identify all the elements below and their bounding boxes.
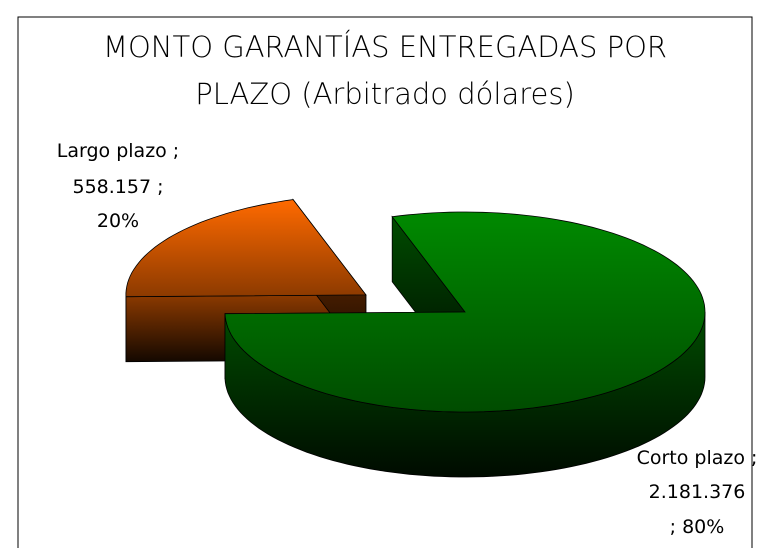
data-label-part: ; xyxy=(157,176,163,198)
data-label-part: Corto plazo xyxy=(637,447,745,469)
slice-top xyxy=(224,211,706,413)
data-label: 558.157; xyxy=(73,176,164,198)
data-label-part: 2.181.376 xyxy=(649,481,746,503)
data-label: Corto plazo; xyxy=(637,447,758,469)
slice-top xyxy=(125,199,367,298)
slice xyxy=(224,211,706,478)
data-label-part: 80% xyxy=(682,516,724,538)
data-label-part: ; xyxy=(173,140,179,162)
data-label-part: 558.157 xyxy=(73,176,152,198)
data-label: Largo plazo; xyxy=(57,140,179,162)
pie xyxy=(125,198,706,478)
data-labels: Largo plazo ;558.157 ;20%Corto plazo ;2.181… xyxy=(57,140,758,538)
data-label-part: Largo plazo xyxy=(57,140,167,162)
chart-title: PLAZO (Arbitrado dólares) xyxy=(195,77,575,111)
chart-title: MONTO GARANTÍAS ENTREGADAS POR xyxy=(103,30,667,64)
data-label: ; 80% xyxy=(670,516,725,538)
data-label: 20% xyxy=(97,210,139,232)
data-label: 2.181.376 xyxy=(649,481,746,503)
data-label-part: 20% xyxy=(97,210,139,232)
data-label-part: ; xyxy=(670,516,676,538)
data-label-part: ; xyxy=(751,447,757,469)
